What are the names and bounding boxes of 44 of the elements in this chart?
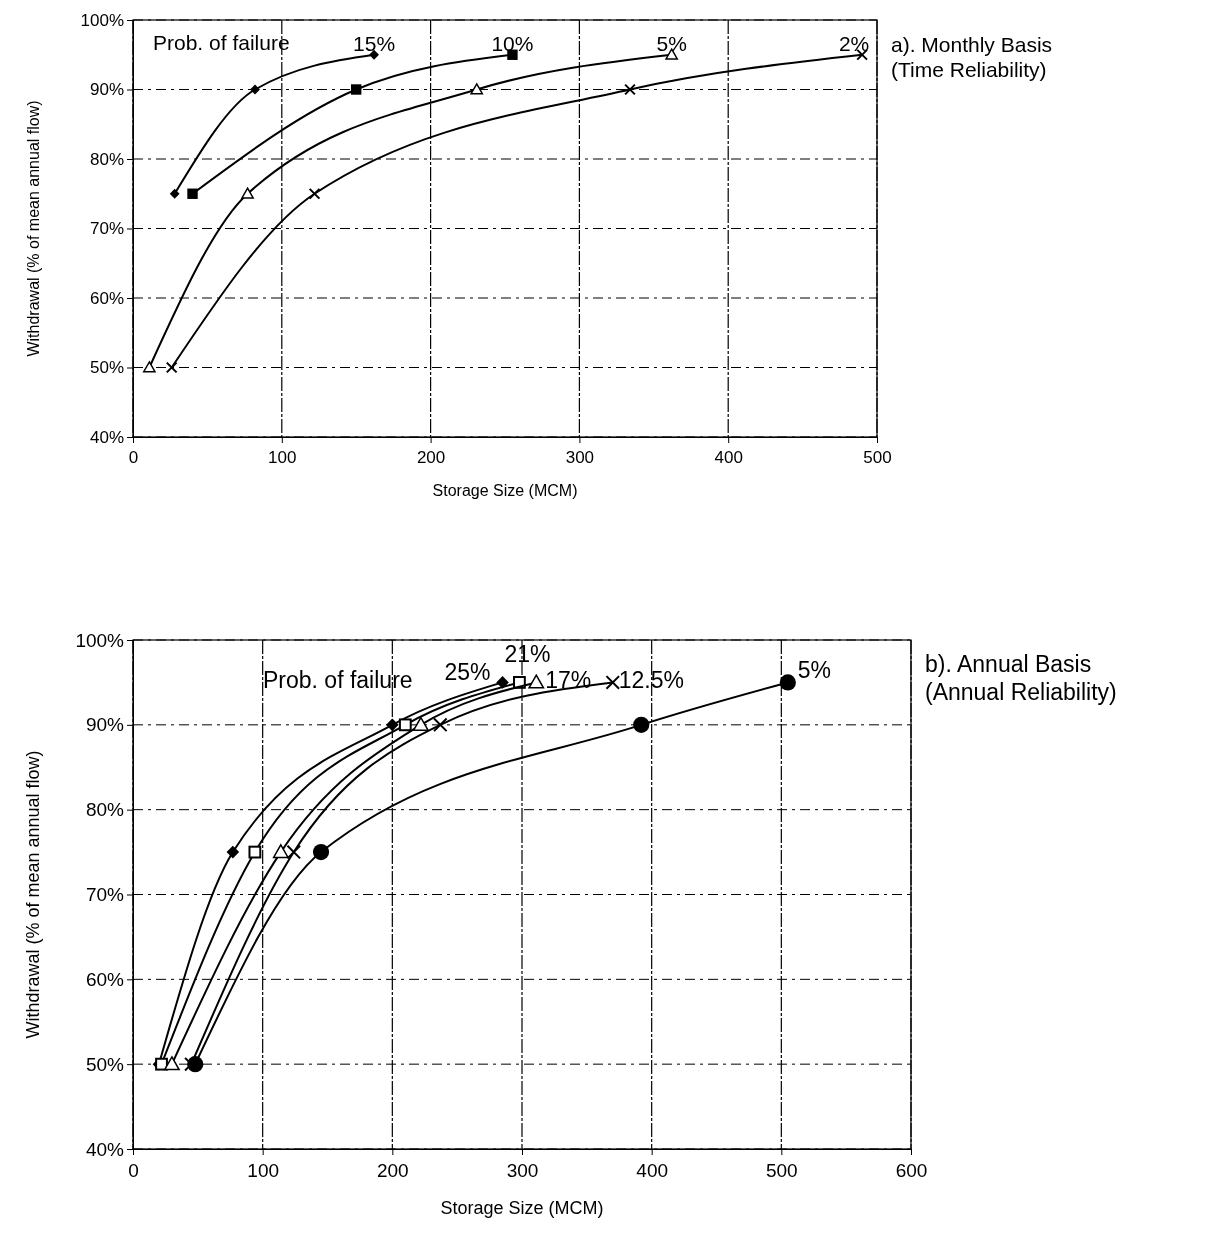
annotation: Prob. of failure <box>153 31 290 54</box>
y-axis-title: Withdrawal (% of mean annual flow) <box>25 100 42 357</box>
series-label: 21% <box>504 641 551 668</box>
series-label: 5% <box>797 657 832 684</box>
series-label: 2% <box>838 31 870 55</box>
x-tick-label: 300 <box>506 1160 539 1181</box>
text: b). Annual Basis (Annual Reliability) <box>925 651 1117 705</box>
x-tick-label: 100 <box>268 448 297 467</box>
series-label: 15% <box>353 31 396 55</box>
x-tick-label: 200 <box>376 1160 409 1181</box>
y-tick-label: 40% <box>85 1138 125 1160</box>
series-label: 5% <box>656 31 687 55</box>
x-axis-title: Storage Size (MCM) <box>432 482 578 500</box>
y-tick-label: 60% <box>85 968 125 990</box>
x-tick-label: 400 <box>714 448 743 467</box>
series-label: 12.5% <box>618 667 684 694</box>
text: a). Monthly Basis (Time Reliability) <box>891 33 1053 82</box>
y-tick-label: 70% <box>89 219 124 239</box>
y-tick-label: 40% <box>89 427 124 447</box>
series-label: 25% <box>444 659 491 686</box>
x-tick-label: 500 <box>765 1160 798 1181</box>
x-tick-label: 400 <box>636 1160 669 1181</box>
y-tick-label: 70% <box>85 884 125 906</box>
y-tick-label: 100% <box>75 629 125 651</box>
annotation: Prob. of failure <box>263 667 413 693</box>
y-tick-label: 80% <box>85 799 125 821</box>
x-tick-label: 200 <box>416 448 446 467</box>
series-label: 17% <box>545 667 592 694</box>
x-tick-label: 600 <box>895 1160 928 1181</box>
x-tick-label: 300 <box>565 448 595 467</box>
x-tick-label: 0 <box>128 1160 139 1181</box>
y-tick-label: 50% <box>85 1053 125 1075</box>
y-tick-label: 90% <box>85 714 125 736</box>
series-label: 10% <box>491 31 534 55</box>
x-tick-label: 500 <box>863 448 892 467</box>
y-tick-label: 50% <box>89 358 124 378</box>
y-tick-label: 80% <box>89 149 124 169</box>
x-tick-label: 100 <box>247 1160 280 1181</box>
x-axis-title: Storage Size (MCM) <box>440 1198 604 1219</box>
y-tick-label: 100% <box>80 10 124 30</box>
y-tick-label: 60% <box>89 288 124 308</box>
x-tick-label: 0 <box>128 448 139 467</box>
y-axis-title: Withdrawal (% of mean annual flow) <box>23 750 43 1039</box>
y-tick-label: 90% <box>89 80 124 100</box>
